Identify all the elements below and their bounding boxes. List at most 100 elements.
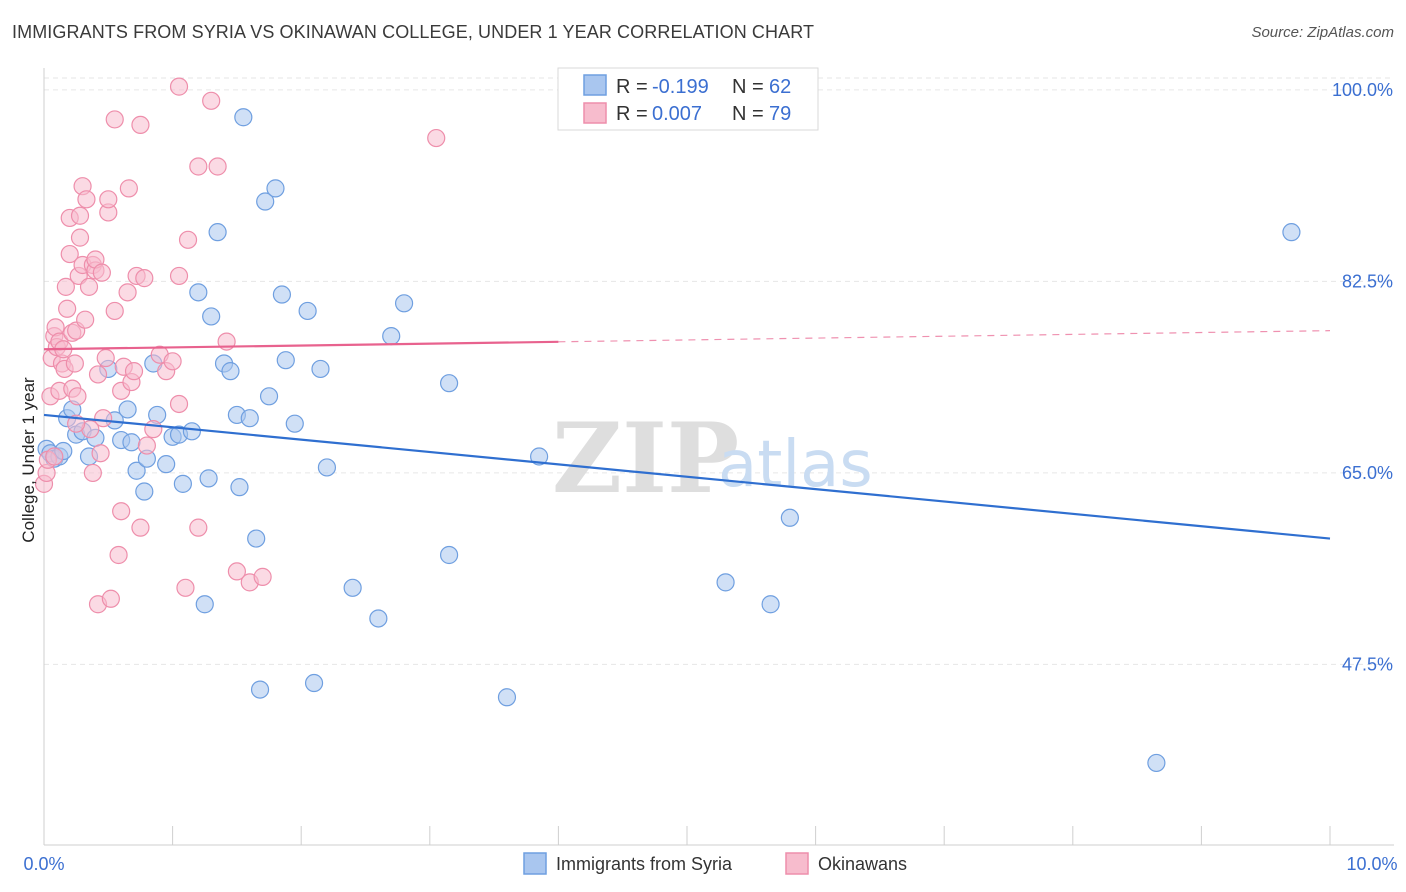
syria-point	[199, 469, 218, 488]
okinawans-point	[88, 365, 108, 384]
legend-label-okinawans[interactable]: Okinawans	[818, 854, 907, 874]
syria-point	[304, 673, 324, 693]
okinawans-point	[70, 206, 90, 225]
syria-point	[256, 192, 275, 211]
okinawans-point	[99, 190, 118, 209]
syria-point	[221, 362, 240, 381]
watermark-zip: ZIP	[552, 402, 739, 515]
legend-label-syria[interactable]: Immigrants from Syria	[556, 854, 733, 874]
okinawans-point	[60, 244, 79, 264]
okinawans-point	[137, 436, 156, 455]
okinawans-point	[178, 230, 198, 249]
okinawans-point	[176, 578, 195, 597]
syria-point	[311, 359, 330, 379]
syria-point	[780, 508, 799, 527]
syria-point	[439, 545, 459, 565]
syria-point	[530, 447, 549, 466]
stats-legend-swatch-okinawans	[583, 102, 607, 124]
okinawans-point	[208, 157, 227, 176]
syria-point	[189, 283, 208, 302]
chart-source: Source: ZipAtlas.com	[1251, 24, 1394, 41]
syria-point	[157, 455, 176, 474]
okinawans-trend-line	[43, 340, 559, 351]
legend-swatch-okinawans[interactable]	[785, 852, 809, 875]
okinawans-point	[253, 567, 272, 586]
syria-point	[240, 409, 259, 428]
syria-point	[394, 294, 414, 313]
okinawans-point	[227, 562, 246, 581]
y-tick-label: 47.5%	[1342, 654, 1393, 674]
okinawans-point	[92, 263, 111, 282]
okinawans-point	[131, 518, 150, 537]
syria-point	[369, 609, 388, 628]
syria-point	[182, 422, 201, 441]
okinawans-point	[79, 277, 99, 296]
okinawans-point	[135, 269, 154, 288]
okinawans-point	[144, 420, 163, 439]
okinawans-point	[65, 354, 84, 373]
x-tick-label-max: 10.0%	[1346, 854, 1397, 874]
stats-r-label-syria: R =	[616, 76, 648, 98]
okinawans-point	[202, 91, 221, 110]
syria-point	[173, 474, 192, 493]
okinawans-point	[189, 157, 208, 176]
syria-point	[247, 529, 266, 548]
okinawans-point	[91, 444, 110, 463]
stats-n-value-syria: 62	[769, 76, 791, 98]
okinawans-point	[45, 447, 64, 466]
okinawans-point	[70, 228, 90, 247]
okinawans-point	[112, 502, 131, 521]
syria-point	[122, 433, 141, 452]
y-axis-title: College, Under 1 year	[19, 377, 38, 543]
syria-point	[118, 400, 137, 419]
series-okinawans-points	[34, 77, 446, 614]
stats-n-label-syria: N =	[732, 76, 764, 98]
syria-point	[208, 223, 227, 242]
syria-point	[1147, 753, 1166, 773]
stats-r-value-okinawans: 0.007	[652, 103, 702, 125]
okinawans-point	[68, 387, 87, 406]
syria-point	[259, 387, 279, 406]
okinawans-point	[105, 110, 124, 129]
syria-point	[298, 301, 317, 321]
stats-r-label-okinawans: R =	[616, 103, 648, 125]
series-legend: Immigrants from Syria Okinawans	[523, 852, 907, 875]
okinawans-point	[169, 77, 189, 96]
okinawans-point	[109, 545, 128, 565]
syria-point	[439, 374, 459, 393]
x-ticks	[43, 826, 1331, 845]
y-tick-label: 82.5%	[1342, 271, 1393, 291]
stats-legend: R = -0.199 N = 62 R = 0.007 N = 79	[557, 67, 819, 131]
chart-title: IMMIGRANTS FROM SYRIA VS OKINAWAN COLLEG…	[12, 22, 815, 42]
syria-point	[285, 414, 304, 433]
okinawans-point	[163, 352, 182, 371]
syria-point	[202, 307, 221, 326]
okinawans-point	[131, 115, 150, 135]
legend-swatch-syria[interactable]	[523, 852, 547, 875]
syria-point	[272, 285, 292, 304]
y-tick-label: 100.0%	[1332, 80, 1393, 100]
syria-point	[266, 179, 285, 198]
x-tick-label-min: 0.0%	[23, 854, 64, 874]
syria-point	[127, 461, 146, 480]
okinawans-point	[96, 348, 115, 368]
okinawans-point	[189, 518, 208, 537]
syria-point	[382, 327, 401, 346]
watermark-atlas: atlas	[718, 428, 873, 502]
okinawans-point	[169, 266, 189, 286]
okinawans-point	[427, 128, 446, 148]
okinawans-point	[94, 409, 113, 428]
syria-point	[234, 108, 253, 127]
stats-n-label-okinawans: N =	[732, 103, 764, 125]
syria-point	[250, 680, 270, 699]
syria-point	[135, 482, 154, 501]
okinawans-point	[58, 299, 77, 318]
okinawans-point	[169, 394, 189, 414]
syria-point	[1282, 223, 1301, 242]
syria-point	[276, 351, 295, 370]
okinawans-point	[105, 301, 124, 321]
stats-n-value-okinawans: 79	[769, 103, 791, 125]
okinawans-point	[124, 362, 144, 381]
syria-point	[195, 595, 214, 614]
okinawans-point	[101, 589, 120, 608]
